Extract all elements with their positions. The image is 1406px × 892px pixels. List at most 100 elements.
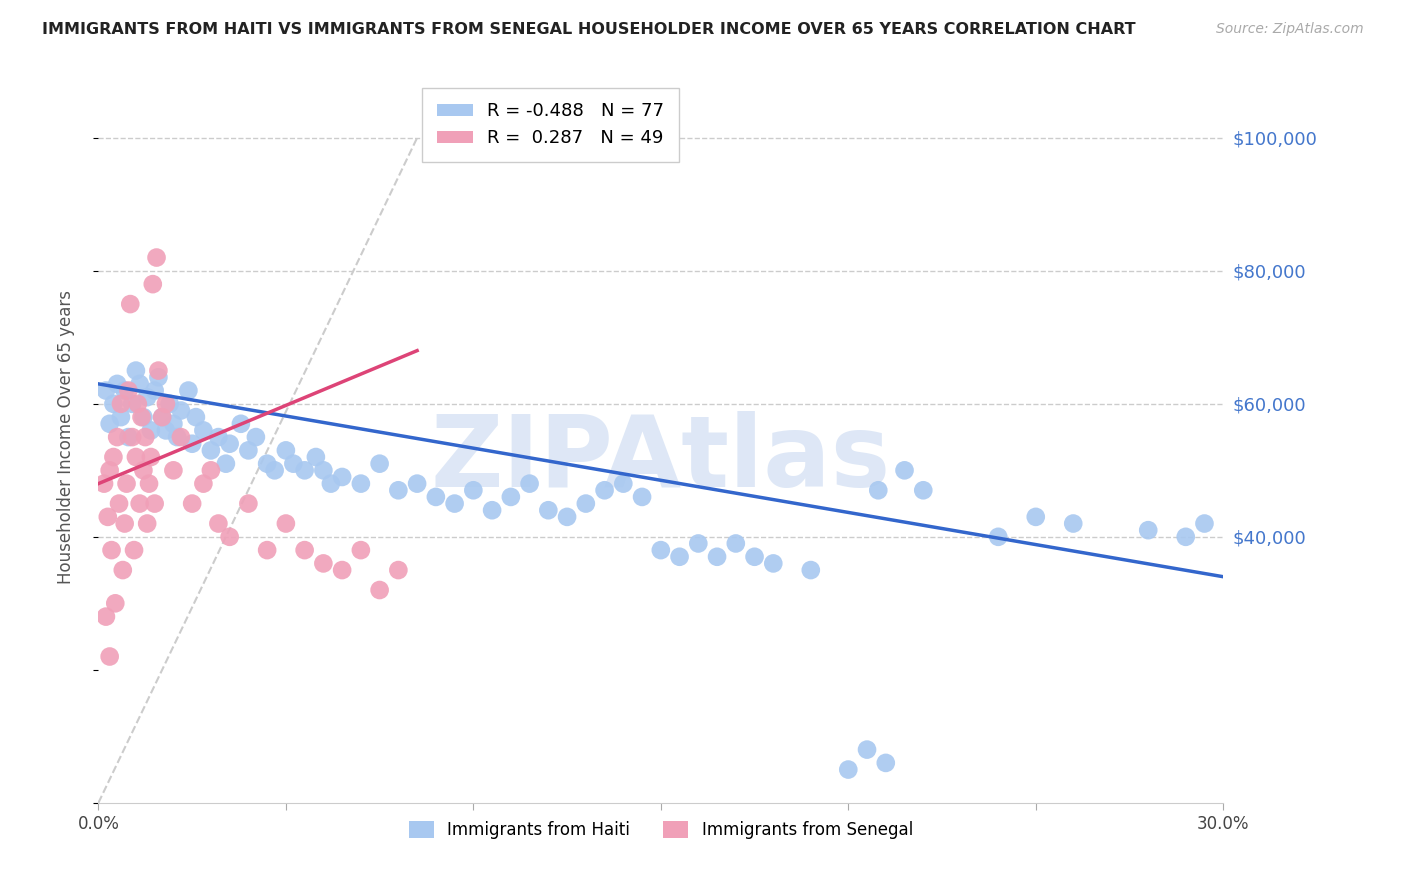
Point: [312, 557, 335, 571]
Point: [159, 397, 181, 411]
Point: [170, 403, 193, 417]
Point: [143, 497, 166, 511]
Point: [145, 251, 167, 265]
Point: [108, 497, 131, 511]
Point: [136, 516, 159, 531]
Point: [350, 476, 373, 491]
Point: [537, 503, 560, 517]
Point: [1137, 523, 1160, 537]
Point: [218, 436, 240, 450]
Point: [312, 463, 335, 477]
Point: [193, 476, 215, 491]
Point: [134, 430, 156, 444]
Text: Source: ZipAtlas.com: Source: ZipAtlas.com: [1216, 22, 1364, 37]
Point: [229, 417, 252, 431]
Legend: Immigrants from Haiti, Immigrants from Senegal: Immigrants from Haiti, Immigrants from S…: [402, 814, 920, 846]
Text: ZIPAtlas: ZIPAtlas: [430, 410, 891, 508]
Point: [875, 756, 897, 770]
Point: [166, 430, 188, 444]
Point: [481, 503, 503, 517]
Point: [193, 424, 215, 438]
Point: [181, 497, 204, 511]
Point: [97, 509, 120, 524]
Point: [114, 384, 136, 398]
Point: [105, 376, 128, 391]
Point: [893, 463, 915, 477]
Point: [122, 543, 145, 558]
Point: [387, 563, 409, 577]
Point: [177, 384, 200, 398]
Point: [114, 516, 136, 531]
Point: [105, 430, 128, 444]
Point: [148, 363, 170, 377]
Point: [170, 430, 193, 444]
Point: [132, 463, 155, 477]
Point: [120, 297, 142, 311]
Point: [724, 536, 747, 550]
Point: [263, 463, 285, 477]
Text: IMMIGRANTS FROM HAITI VS IMMIGRANTS FROM SENEGAL HOUSEHOLDER INCOME OVER 65 YEAR: IMMIGRANTS FROM HAITI VS IMMIGRANTS FROM…: [42, 22, 1136, 37]
Point: [350, 543, 373, 558]
Point: [856, 742, 879, 756]
Point: [150, 410, 173, 425]
Point: [115, 476, 138, 491]
Point: [150, 410, 173, 425]
Point: [94, 609, 117, 624]
Point: [294, 463, 316, 477]
Point: [128, 497, 150, 511]
Point: [330, 470, 353, 484]
Point: [128, 376, 150, 391]
Point: [200, 463, 222, 477]
Point: [238, 497, 260, 511]
Point: [256, 543, 278, 558]
Point: [215, 457, 238, 471]
Point: [283, 457, 305, 471]
Point: [207, 516, 229, 531]
Point: [117, 430, 139, 444]
Point: [1062, 516, 1084, 531]
Point: [125, 450, 148, 464]
Point: [142, 277, 165, 292]
Point: [555, 509, 578, 524]
Point: [181, 436, 204, 450]
Point: [98, 649, 121, 664]
Point: [319, 476, 342, 491]
Point: [463, 483, 485, 498]
Point: [387, 483, 409, 498]
Point: [650, 543, 672, 558]
Point: [912, 483, 935, 498]
Point: [668, 549, 690, 564]
Point: [148, 370, 170, 384]
Point: [245, 430, 267, 444]
Point: [162, 463, 184, 477]
Point: [868, 483, 890, 498]
Point: [127, 397, 149, 411]
Point: [104, 596, 127, 610]
Y-axis label: Householder Income Over 65 years: Householder Income Over 65 years: [56, 290, 75, 584]
Point: [184, 410, 207, 425]
Point: [744, 549, 766, 564]
Point: [1194, 516, 1216, 531]
Point: [706, 549, 728, 564]
Point: [131, 410, 153, 425]
Point: [425, 490, 447, 504]
Point: [330, 563, 353, 577]
Point: [103, 397, 125, 411]
Point: [218, 530, 240, 544]
Point: [162, 417, 184, 431]
Point: [110, 410, 132, 425]
Point: [274, 516, 297, 531]
Point: [688, 536, 710, 550]
Point: [98, 417, 121, 431]
Point: [136, 390, 159, 404]
Point: [125, 363, 148, 377]
Point: [443, 497, 465, 511]
Point: [499, 490, 522, 504]
Point: [631, 490, 654, 504]
Point: [132, 410, 155, 425]
Point: [368, 582, 391, 597]
Point: [98, 463, 121, 477]
Point: [93, 476, 115, 491]
Point: [121, 430, 143, 444]
Point: [762, 557, 785, 571]
